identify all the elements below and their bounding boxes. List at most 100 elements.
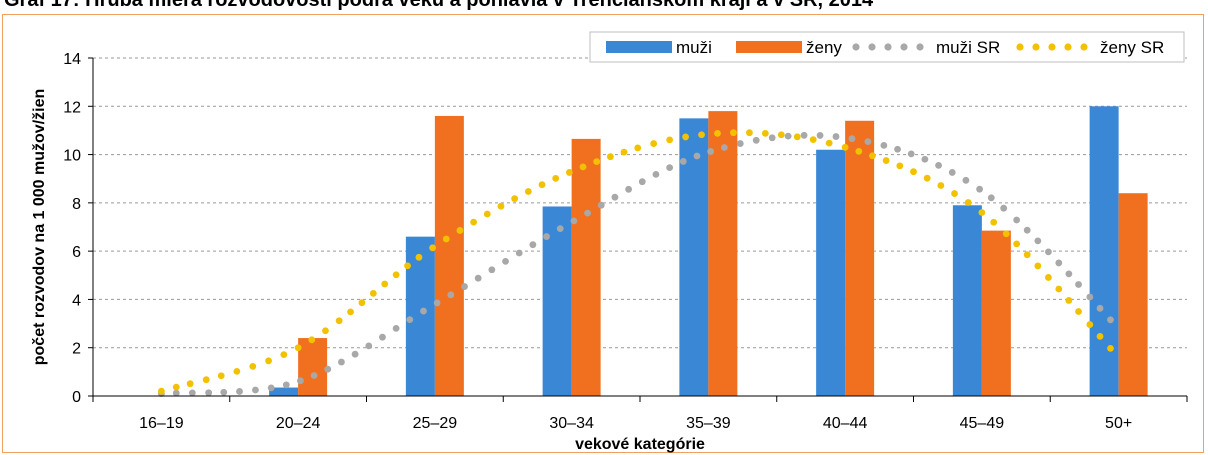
dot-muzi-sr <box>976 185 983 193</box>
dot-zeny-sr <box>1086 321 1094 328</box>
dot-zeny-sr <box>923 174 931 182</box>
dot-muzi-sr <box>1096 304 1104 312</box>
dot-zeny-sr <box>1023 251 1031 259</box>
x-tick-label: 16–19 <box>139 415 184 432</box>
dot-muzi-sr <box>736 140 744 147</box>
dot-zeny-sr <box>777 131 785 139</box>
bar-zeny <box>845 120 875 397</box>
dot-zeny-sr <box>809 136 817 144</box>
dot-muzi-sr <box>433 299 441 307</box>
dot-muzi-sr <box>172 389 180 397</box>
dot-muzi-sr <box>1000 204 1008 212</box>
dot-zeny-sr <box>157 387 165 395</box>
dot-muzi-sr <box>474 274 482 282</box>
dot-muzi-sr <box>848 135 856 143</box>
dot-zeny-sr <box>964 199 972 206</box>
dot-zeny-sr <box>714 129 721 137</box>
chart-title: Graf 17: Hrubá miera rozvodovosti podľa … <box>0 0 1208 10</box>
y-tick-label: 0 <box>72 389 81 406</box>
legend-swatch-dot <box>1080 43 1088 51</box>
dot-muzi-sr <box>880 141 888 149</box>
dot-muzi-sr <box>666 164 674 172</box>
legend-swatch-dot <box>1048 43 1056 51</box>
dot-muzi-sr <box>205 389 213 397</box>
dot-muzi-sr <box>679 158 687 165</box>
dot-muzi-sr <box>652 171 660 178</box>
dot-zeny-sr <box>497 202 505 210</box>
dot-zeny-sr <box>347 308 354 316</box>
x-tick-label: 45–49 <box>960 415 1005 432</box>
dot-muzi-sr <box>338 358 345 366</box>
bar-zeny <box>571 138 601 396</box>
dot-zeny-sr <box>910 168 917 176</box>
dot-zeny-sr <box>682 133 689 141</box>
dot-muzi-sr <box>816 132 824 139</box>
dot-zeny-sr <box>1065 297 1073 304</box>
dot-zeny-sr <box>825 139 833 147</box>
dot-muzi-sr <box>543 233 550 240</box>
dot-zeny-sr <box>511 195 519 203</box>
bar-muzi <box>1089 106 1119 397</box>
dot-muzi-sr <box>1055 259 1063 267</box>
dot-zeny-sr <box>217 372 225 380</box>
dot-muzi-sr <box>556 225 564 233</box>
dot-zeny-sr <box>730 129 737 137</box>
bar-muzi <box>405 236 435 396</box>
bar-muzi <box>952 205 982 396</box>
legend-swatch <box>736 41 802 53</box>
dot-zeny-sr <box>294 344 302 352</box>
dot-muzi-sr <box>529 241 537 249</box>
dot-zeny-sr <box>761 129 769 137</box>
dot-zeny-sr <box>951 190 958 197</box>
dot-muzi-sr <box>461 283 468 290</box>
dot-muzi-sr <box>907 150 915 158</box>
dot-zeny-sr <box>552 174 560 182</box>
dot-zeny-sr <box>1075 308 1082 315</box>
dot-zeny-sr <box>470 218 478 226</box>
x-tick-label: 50+ <box>1105 415 1132 432</box>
dot-zeny-sr <box>1045 274 1052 281</box>
dot-muzi-sr <box>752 136 760 144</box>
dot-zeny-sr <box>1002 230 1010 238</box>
bar-zeny <box>708 111 738 396</box>
dot-muzi-sr <box>625 185 633 193</box>
legend-swatch-dot <box>852 43 860 51</box>
dot-zeny-sr <box>249 362 257 370</box>
dot-zeny-sr <box>990 218 998 226</box>
y-tick-label: 2 <box>72 341 81 358</box>
dot-muzi-sr <box>379 333 386 341</box>
dot-muzi-sr <box>406 316 414 324</box>
dot-zeny-sr <box>1096 332 1104 340</box>
legend-label: muži <box>676 38 712 57</box>
dot-muzi-sr <box>282 381 290 389</box>
dot-muzi-sr <box>768 134 776 142</box>
dot-muzi-sr <box>220 388 228 396</box>
chart-frame <box>2 14 1204 453</box>
dot-muzi-sr <box>310 372 318 379</box>
gridlines <box>93 57 1187 349</box>
dot-zeny-sr <box>392 271 400 279</box>
dot-zeny-sr <box>579 163 587 171</box>
legend: muži ženy muži SR ženy SR <box>589 31 1185 63</box>
dot-muzi-sr <box>864 138 872 146</box>
bar-muzi <box>816 149 846 396</box>
x-tick-label: 30–34 <box>549 415 594 432</box>
y-tick-label: 4 <box>72 292 81 309</box>
dot-muzi-sr <box>267 384 275 392</box>
dot-muzi-sr <box>962 176 970 184</box>
dot-muzi-sr <box>297 377 304 385</box>
dot-muzi-sr <box>597 201 605 209</box>
dot-zeny-sr <box>308 336 316 344</box>
dot-zeny-sr <box>746 129 753 137</box>
dot-zeny-sr <box>1107 344 1114 352</box>
legend-swatch-dot <box>900 43 908 51</box>
dot-zeny-sr <box>369 289 377 297</box>
dot-muzi-sr <box>1023 226 1031 234</box>
dot-muzi-sr <box>502 257 509 265</box>
dot-zeny-sr <box>855 147 863 155</box>
dot-muzi-sr <box>447 291 455 299</box>
dot-zeny-sr <box>322 327 329 335</box>
axes-group: 0 2 4 6 8 10 12 14 16–19 20–24 25–29 30–34 35–39 40–4… <box>63 51 1188 432</box>
dot-muzi-sr <box>1065 270 1073 278</box>
